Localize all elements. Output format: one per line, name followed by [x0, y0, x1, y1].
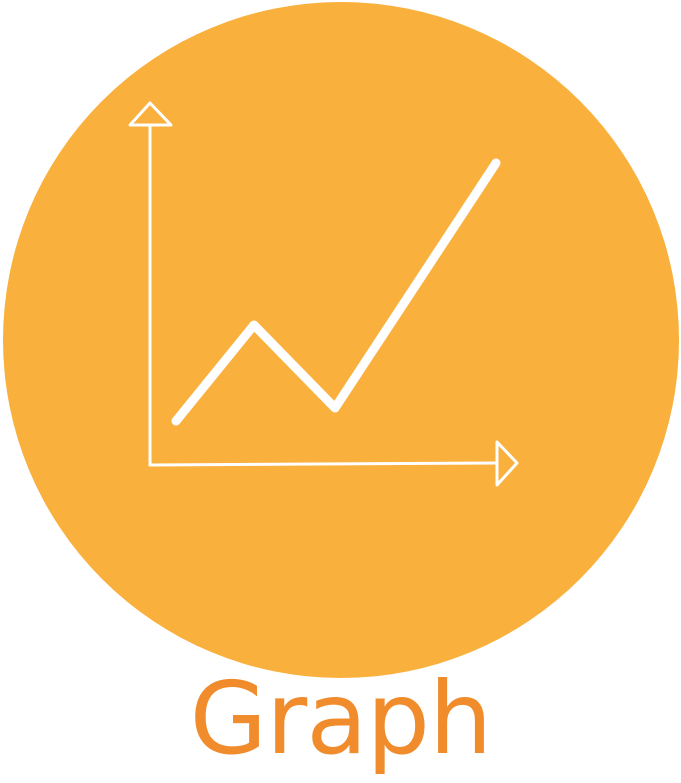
caption-label: Graph	[189, 660, 493, 777]
badge-circle	[3, 2, 679, 678]
trend-line	[171, 158, 501, 426]
x-axis-arrow-icon	[148, 440, 519, 487]
graph-badge	[3, 2, 679, 678]
line-graph-icon	[128, 101, 519, 487]
y-axis-arrow-icon	[128, 101, 173, 467]
